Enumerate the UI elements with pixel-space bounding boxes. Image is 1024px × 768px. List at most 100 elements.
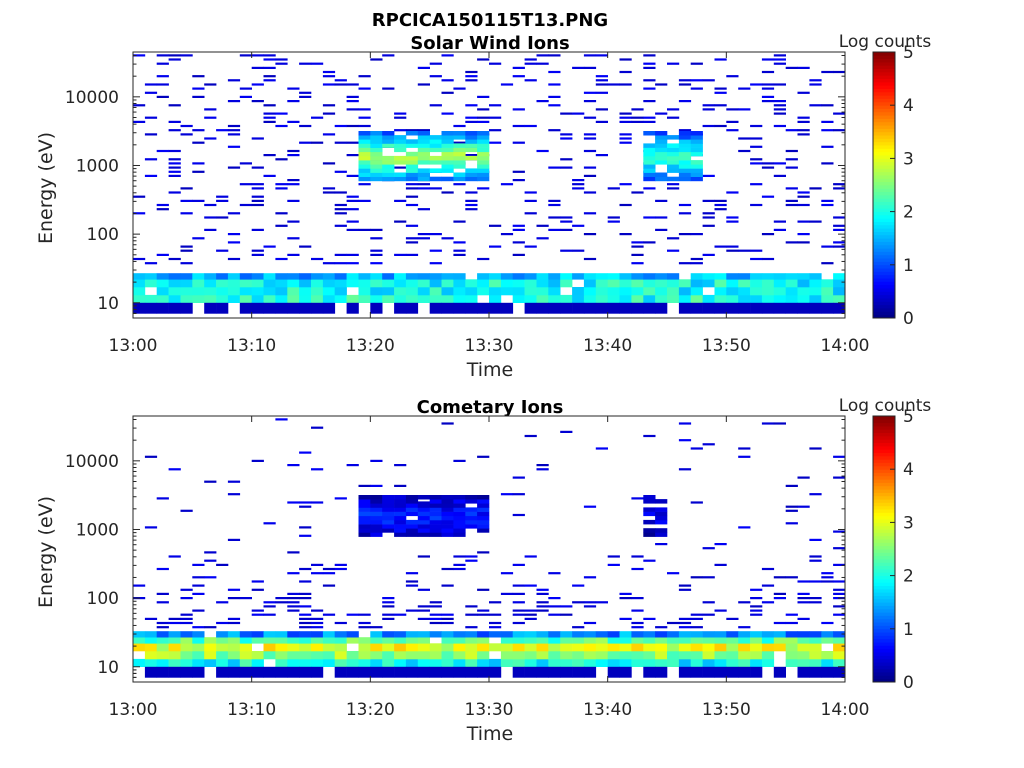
heatmap-cell (512, 287, 525, 296)
colorbar-swatch (873, 108, 895, 113)
feature-cell (382, 524, 395, 529)
noise-cell (299, 597, 312, 600)
colorbar-swatch (873, 425, 895, 430)
noise-cell (287, 572, 300, 575)
feature-cell (417, 528, 430, 533)
noise-cell (631, 253, 644, 256)
heatmap-cell (560, 666, 573, 678)
noise-cell (750, 124, 763, 128)
colorbar-swatch (873, 655, 895, 660)
colorbar-swatch (873, 459, 895, 463)
noise-cell (370, 249, 383, 252)
noise-cell (216, 195, 229, 198)
feature-cell (643, 155, 656, 161)
heatmap-cell (417, 287, 430, 296)
heatmap-cell (429, 279, 442, 288)
heatmap-cell (536, 302, 549, 314)
heatmap-cell (595, 643, 608, 652)
heatmap-cell (346, 658, 359, 667)
feature-cell (394, 495, 407, 500)
noise-cell (773, 83, 786, 86)
heatmap-cell (489, 643, 502, 652)
heatmap-cell (738, 651, 751, 660)
heatmap-cell (821, 658, 834, 667)
noise-cell (346, 613, 359, 616)
noise-cell (275, 212, 288, 215)
heatmap-cell (548, 279, 561, 288)
noise-cell (287, 199, 300, 202)
heatmap-cell (465, 651, 478, 660)
heatmap-cell (583, 643, 597, 652)
colorbar-swatch (873, 585, 895, 590)
noise-cell (524, 62, 537, 65)
noise-cell (572, 601, 585, 604)
feature-cell (441, 528, 454, 533)
noise-cell (465, 154, 478, 157)
colorbar-swatch (873, 416, 895, 420)
feature-cell (465, 176, 478, 182)
noise-cell (263, 116, 276, 119)
noise-cell (144, 83, 158, 86)
feature-cell (429, 147, 442, 153)
noise-cell (405, 183, 419, 186)
noise-cell (726, 216, 739, 219)
noise-cell (168, 468, 181, 471)
noise-cell (251, 459, 264, 462)
feature-cell (382, 515, 395, 521)
noise-cell (572, 584, 585, 587)
noise-cell (773, 592, 786, 595)
noise-cell (809, 559, 822, 562)
noise-cell (216, 129, 229, 132)
heatmap-cell (833, 294, 846, 303)
feature-cell (417, 524, 430, 529)
heatmap-cell (560, 294, 573, 303)
colorbar-swatch (873, 58, 895, 63)
x-tick-label: 13:20 (346, 700, 395, 720)
noise-cell (287, 120, 300, 123)
noise-cell (370, 253, 383, 256)
heatmap-cell (512, 651, 525, 660)
colorbar-frame (872, 415, 896, 683)
noise-cell (750, 83, 763, 86)
feature-cell (358, 532, 371, 537)
noise-cell (394, 484, 407, 487)
heatmap-cell (678, 294, 692, 303)
heatmap-cell (453, 279, 466, 288)
heatmap-cell (750, 631, 763, 638)
feature-cell (441, 139, 454, 144)
heatmap-cell (216, 287, 229, 296)
feature-cell (655, 499, 668, 504)
noise-cell (227, 145, 241, 148)
feature-cell (678, 131, 692, 136)
heatmap-cell (405, 294, 419, 303)
noise-cell (643, 216, 656, 219)
noise-cell (489, 116, 502, 119)
noise-cell (702, 79, 715, 82)
noise-cell (204, 480, 217, 483)
noise-cell (263, 154, 276, 157)
heatmap-cell (275, 294, 288, 303)
heatmap-cell (761, 273, 775, 280)
heatmap-cell (761, 651, 775, 660)
noise-cell (512, 476, 525, 479)
noise-cell (714, 104, 727, 107)
colorbar-swatch (873, 264, 895, 269)
feature-cell (358, 143, 371, 148)
feature-cell (358, 168, 371, 173)
heatmap-cell (322, 651, 336, 660)
heatmap-cell (394, 651, 407, 660)
noise-cell (144, 455, 158, 458)
feature-cell (417, 515, 430, 521)
feature-cell (690, 168, 703, 173)
noise-cell (239, 54, 252, 57)
noise-cell (536, 468, 549, 471)
solar-wind-ions-panel: Solar Wind Ions Energy (eV) Time Log cou… (35, 32, 931, 381)
heatmap-cell (251, 631, 264, 638)
noise-cell (631, 555, 644, 558)
noise-cell (441, 191, 454, 194)
feature-cell (453, 507, 466, 512)
feature-cell (678, 168, 692, 173)
feature-cell (358, 172, 371, 177)
noise-cell (607, 83, 620, 86)
noise-cell (144, 617, 158, 620)
